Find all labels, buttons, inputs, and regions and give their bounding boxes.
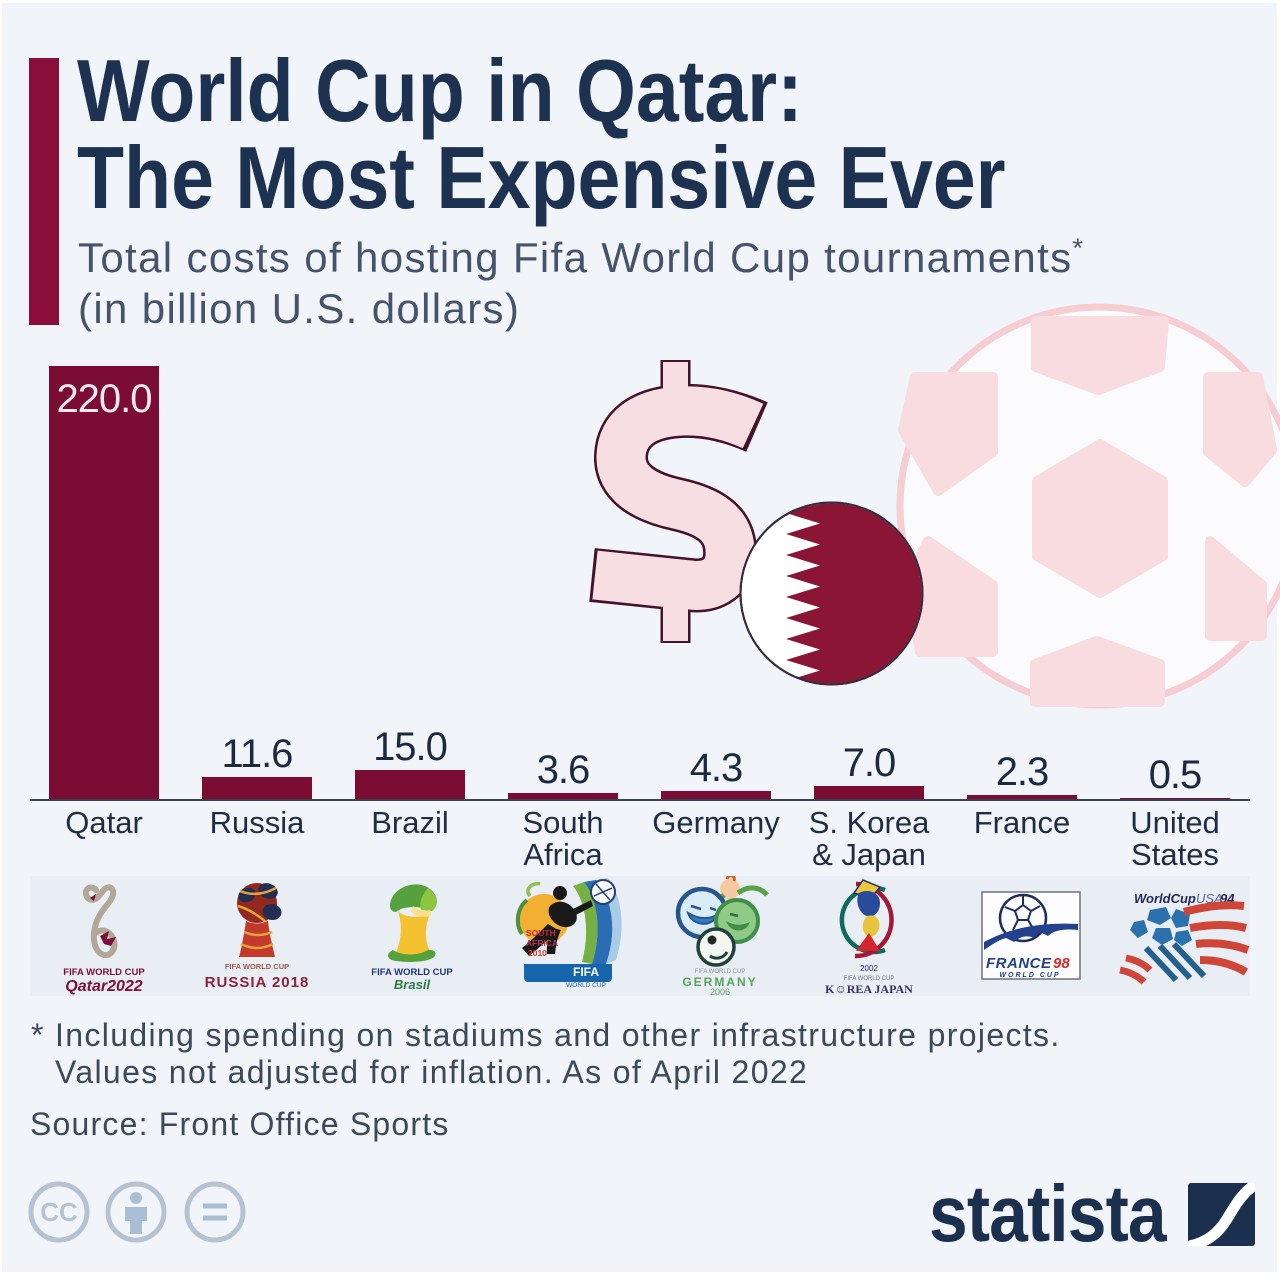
svg-text:SOUTH: SOUTH <box>526 928 556 938</box>
svg-text:2002: 2002 <box>860 964 878 973</box>
svg-text:WorldCup: WorldCup <box>1134 891 1196 906</box>
svg-text:FIFA WORLD CUP: FIFA WORLD CUP <box>63 967 145 978</box>
svg-text:GERMANY: GERMANY <box>682 975 757 989</box>
svg-text:98: 98 <box>1053 955 1070 972</box>
svg-text:2006: 2006 <box>710 987 730 996</box>
svg-text:FIFA WORLD CUP: FIFA WORLD CUP <box>225 962 289 971</box>
svg-text:Brasil: Brasil <box>394 977 431 992</box>
svg-text:Qatar2022: Qatar2022 <box>65 978 142 995</box>
svg-text:FIFA WORLD CUP: FIFA WORLD CUP <box>695 969 746 975</box>
svg-text:FIFA: FIFA <box>573 965 599 979</box>
svg-text:AFRICA: AFRICA <box>526 938 558 948</box>
svg-text:2010: 2010 <box>528 948 547 958</box>
svg-text:CC: CC <box>40 1197 78 1227</box>
svg-text:RUSSIA 2018: RUSSIA 2018 <box>205 974 310 991</box>
svg-text:WORLD CUP: WORLD CUP <box>999 972 1060 979</box>
svg-text:FIFA WORLD CUP: FIFA WORLD CUP <box>371 967 453 978</box>
svg-text:WORLD CUP: WORLD CUP <box>566 982 606 989</box>
svg-text:FRANCE: FRANCE <box>986 955 1052 972</box>
svg-text:K☺REA JAPAN: K☺REA JAPAN <box>825 982 913 996</box>
svg-text:FIFA WORLD CUP: FIFA WORLD CUP <box>844 976 895 982</box>
